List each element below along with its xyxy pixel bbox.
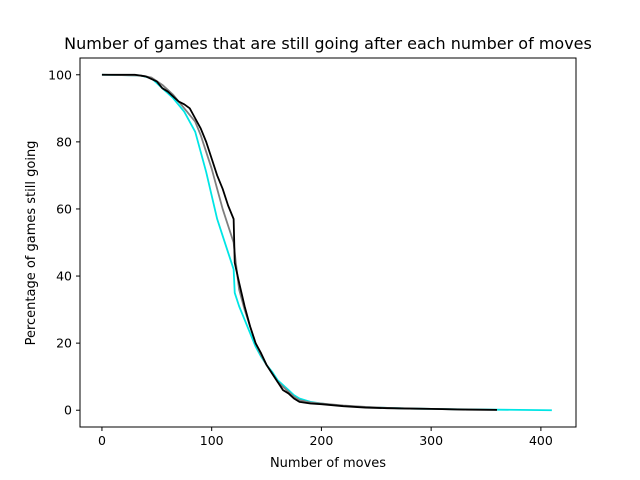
y-tick-label: 20 <box>56 336 72 351</box>
y-axis-label: Percentage of games still going <box>24 141 39 346</box>
plot-area <box>79 57 577 428</box>
y-tick-label: 80 <box>56 134 72 149</box>
x-axis-label: Number of moves <box>270 456 386 471</box>
y-axis: 0 20 40 60 80 100 <box>48 67 80 418</box>
x-tick-label: 0 <box>98 433 106 448</box>
plot-frame <box>79 57 577 428</box>
series-line-3 <box>101 73 497 411</box>
chart-title: Number of games that are still going aft… <box>64 34 592 53</box>
x-tick-label: 300 <box>419 433 443 448</box>
y-tick-label: 100 <box>48 67 72 82</box>
x-axis: 0 100 200 300 400 <box>98 427 553 448</box>
y-tick-label: 40 <box>56 269 72 284</box>
y-tick-label: 60 <box>56 201 72 216</box>
series-line-1 <box>101 73 552 412</box>
y-tick-label: 0 <box>64 403 72 418</box>
x-tick-label: 400 <box>529 433 553 448</box>
x-tick-label: 100 <box>200 433 224 448</box>
series-layer <box>101 73 552 412</box>
x-tick-label: 200 <box>309 433 333 448</box>
series-line-2 <box>101 73 497 411</box>
